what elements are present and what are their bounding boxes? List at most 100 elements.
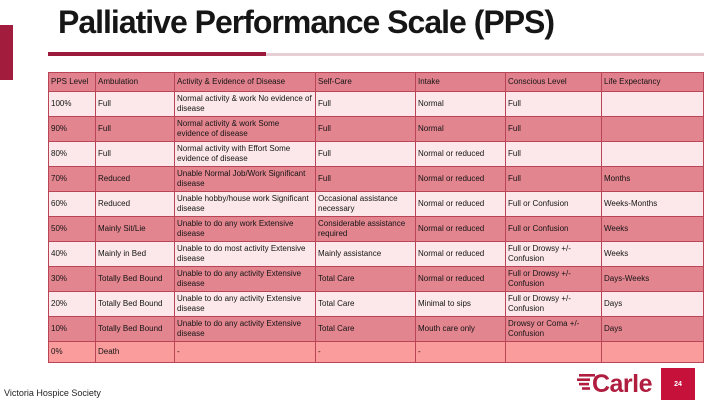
page-number-badge: 24 xyxy=(661,368,695,400)
cell-level: 100% xyxy=(48,91,96,117)
cell-level: 90% xyxy=(48,116,96,142)
cell-self-care: Full xyxy=(315,116,416,142)
cell-conscious: Full or Drowsy +/- Confusion xyxy=(505,291,602,317)
cell-intake: Normal xyxy=(415,116,506,142)
cell-ambulation: Mainly in Bed xyxy=(95,241,175,267)
cell-self-care: Considerable assistance required xyxy=(315,216,416,242)
cell-self-care: Total Care xyxy=(315,266,416,292)
cell-conscious: Full or Confusion xyxy=(505,191,602,217)
cell-intake: Normal or reduced xyxy=(415,141,506,167)
table-row: 90% Full Normal activity & work Some evide… xyxy=(48,116,704,142)
cell-conscious: Full or Drowsy +/- Confusion xyxy=(505,266,602,292)
page-title: Palliative Performance Scale (PPS) xyxy=(58,4,555,40)
carle-logo-lines-icon xyxy=(576,370,595,399)
cell-life: Months xyxy=(601,166,704,192)
pps-table: PPS Level Ambulation Activity & Evidence… xyxy=(48,72,704,363)
cell-life: Days-Weeks xyxy=(601,266,704,292)
table-header-row: PPS Level Ambulation Activity & Evidence… xyxy=(48,72,704,92)
cell-intake: Normal or reduced xyxy=(415,166,506,192)
column-header-activity: Activity & Evidence of Disease xyxy=(174,72,316,92)
cell-ambulation: Reduced xyxy=(95,166,175,192)
page-number: 24 xyxy=(674,380,682,388)
cell-activity: Normal activity with Effort Some evidenc… xyxy=(174,141,316,167)
cell-self-care: Occasional assistance necessary xyxy=(315,191,416,217)
pps-table-body: 100% Full Normal activity & work No eviden… xyxy=(48,91,704,363)
cell-self-care: Total Care xyxy=(315,291,416,317)
left-accent-bar xyxy=(0,25,13,80)
carle-logo: Carle xyxy=(576,369,653,399)
cell-life: Weeks xyxy=(601,216,704,242)
cell-activity: - xyxy=(174,341,316,363)
cell-level: 40% xyxy=(48,241,96,267)
cell-activity: Unable to do any activity Extensive dise… xyxy=(174,266,316,292)
carle-logo-text: Carle xyxy=(591,369,653,398)
cell-intake: Normal or reduced xyxy=(415,241,506,267)
cell-life xyxy=(601,341,704,363)
cell-level: 10% xyxy=(48,316,96,342)
cell-conscious: Drowsy or Coma +/- Confusion xyxy=(505,316,602,342)
cell-intake: Normal or reduced xyxy=(415,191,506,217)
cell-ambulation: Death xyxy=(95,341,175,363)
cell-self-care: Full xyxy=(315,91,416,117)
cell-self-care: Mainly assistance xyxy=(315,241,416,267)
cell-conscious: Full xyxy=(505,116,602,142)
table-row: 20% Totally Bed Bound Unable to do any act… xyxy=(48,291,704,317)
cell-level: 70% xyxy=(48,166,96,192)
cell-activity: Unable to do any activity Extensive dise… xyxy=(174,291,316,317)
cell-intake: Normal or reduced xyxy=(415,266,506,292)
cell-self-care: Full xyxy=(315,141,416,167)
column-header-conscious-level: Conscious Level xyxy=(505,72,602,92)
column-header-pps-level: PPS Level xyxy=(48,72,96,92)
cell-intake: Normal or reduced xyxy=(415,216,506,242)
cell-life: Days xyxy=(601,316,704,342)
cell-life: Weeks-Months xyxy=(601,191,704,217)
cell-intake: Mouth care only xyxy=(415,316,506,342)
cell-level: 80% xyxy=(48,141,96,167)
cell-conscious: Full xyxy=(505,166,602,192)
cell-intake: - xyxy=(415,341,506,363)
title-underline xyxy=(48,52,704,56)
title-underline-light-segment xyxy=(266,52,704,56)
cell-life xyxy=(601,91,704,117)
table-row: 70% Reduced Unable Normal Job/Work Signifi… xyxy=(48,166,704,192)
cell-level: 30% xyxy=(48,266,96,292)
table-row: 50% Mainly Sit/Lie Unable to do any work E… xyxy=(48,216,704,242)
table-row: 80% Full Normal activity with Effort Some … xyxy=(48,141,704,167)
cell-ambulation: Full xyxy=(95,91,175,117)
column-header-self-care: Self-Care xyxy=(315,72,416,92)
credit-text: Victoria Hospice Society xyxy=(4,388,101,398)
cell-conscious: Full xyxy=(505,91,602,117)
cell-ambulation: Full xyxy=(95,141,175,167)
cell-conscious: Full xyxy=(505,141,602,167)
cell-ambulation: Totally Bed Bound xyxy=(95,316,175,342)
cell-conscious: Full or Confusion xyxy=(505,216,602,242)
cell-life xyxy=(601,141,704,167)
column-header-intake: Intake xyxy=(415,72,506,92)
cell-activity: Unable Normal Job/Work Significant disea… xyxy=(174,166,316,192)
cell-ambulation: Reduced xyxy=(95,191,175,217)
cell-activity: Unable to do any work Extensive disease xyxy=(174,216,316,242)
cell-life: Weeks xyxy=(601,241,704,267)
cell-intake: Minimal to sips xyxy=(415,291,506,317)
cell-intake: Normal xyxy=(415,91,506,117)
footer-logo-area: Carle 24 xyxy=(576,368,695,400)
cell-level: 20% xyxy=(48,291,96,317)
cell-life: Days xyxy=(601,291,704,317)
cell-conscious xyxy=(505,341,602,363)
cell-level: 60% xyxy=(48,191,96,217)
cell-ambulation: Totally Bed Bound xyxy=(95,266,175,292)
cell-ambulation: Mainly Sit/Lie xyxy=(95,216,175,242)
cell-self-care: - xyxy=(315,341,416,363)
column-header-ambulation: Ambulation xyxy=(95,72,175,92)
cell-activity: Unable to do most activity Extensive dis… xyxy=(174,241,316,267)
cell-ambulation: Full xyxy=(95,116,175,142)
cell-activity: Normal activity & work Some evidence of … xyxy=(174,116,316,142)
cell-conscious: Full or Drowsy +/- Confusion xyxy=(505,241,602,267)
cell-activity: Unable hobby/house work Significant dise… xyxy=(174,191,316,217)
cell-self-care: Total Care xyxy=(315,316,416,342)
table-row: 40% Mainly in Bed Unable to do most activi… xyxy=(48,241,704,267)
table-row: 10% Totally Bed Bound Unable to do any act… xyxy=(48,316,704,342)
table-row: 0% Death - - - xyxy=(48,341,704,363)
table-row: 30% Totally Bed Bound Unable to do any act… xyxy=(48,266,704,292)
table-row: 100% Full Normal activity & work No eviden… xyxy=(48,91,704,117)
